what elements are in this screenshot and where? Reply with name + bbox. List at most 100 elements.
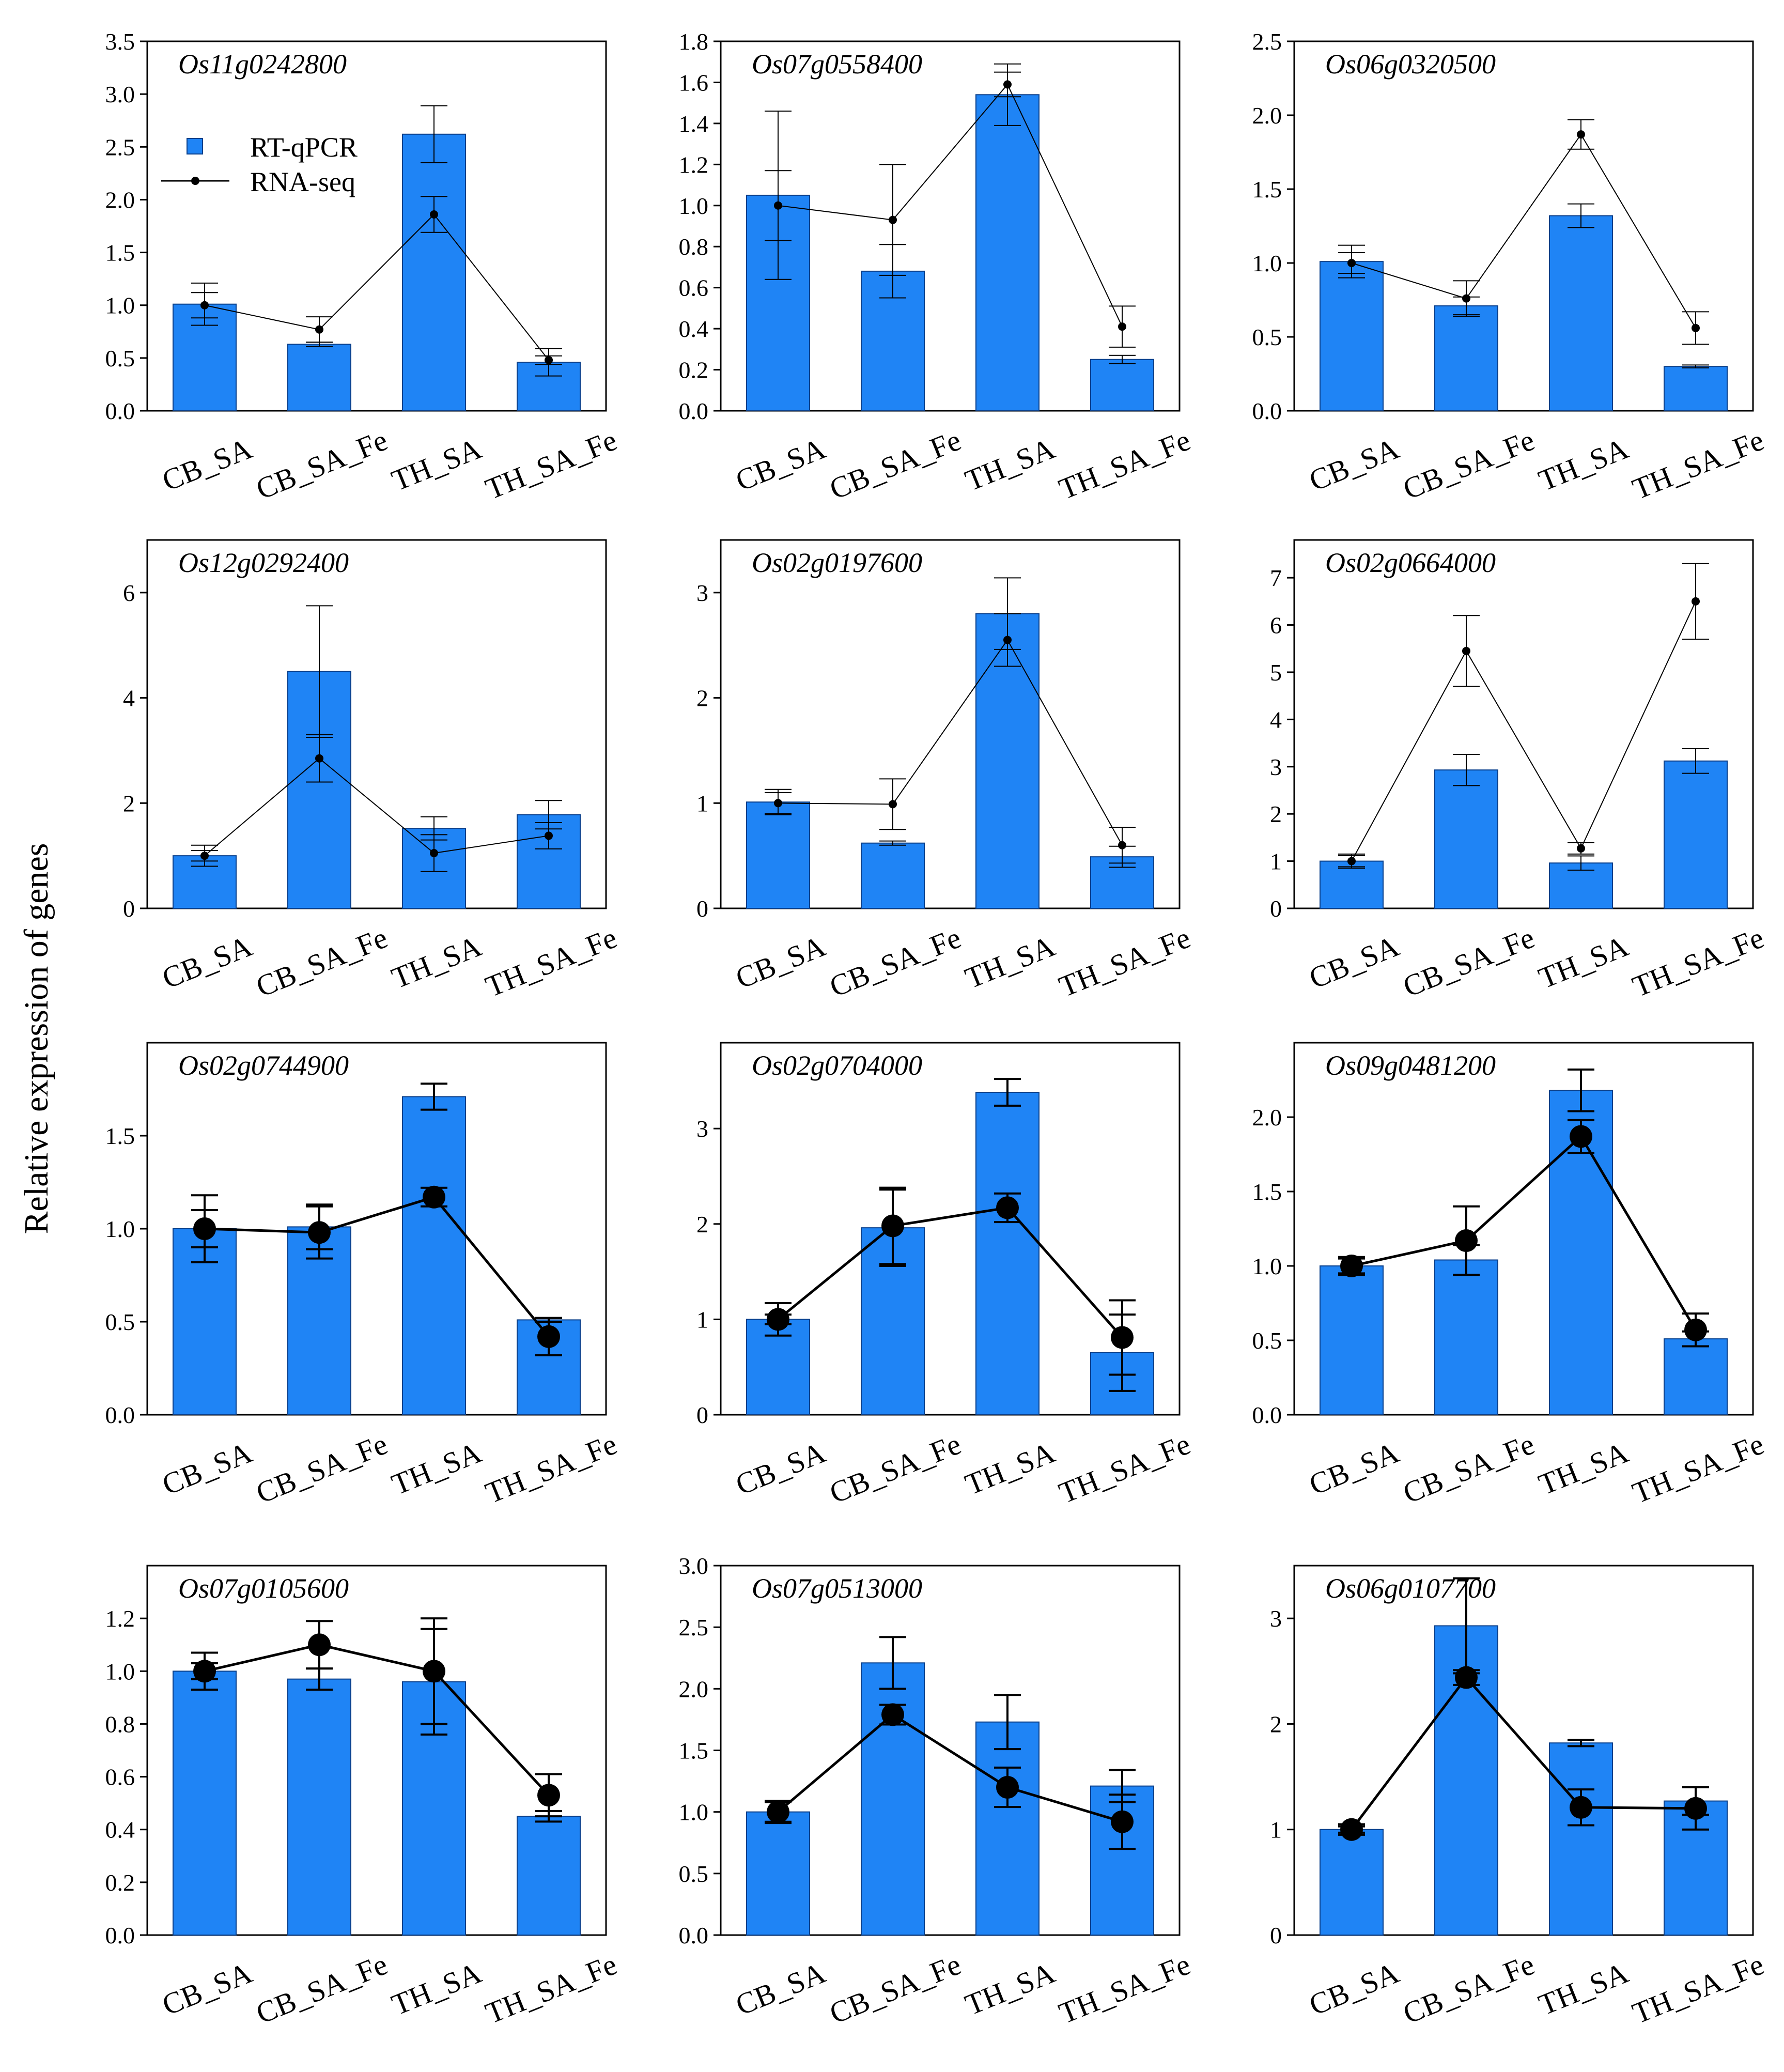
y-tick-label: 0.0 [1252, 398, 1282, 424]
y-tick-label: 6 [1270, 612, 1282, 639]
y-tick-label: 1.5 [105, 240, 135, 266]
panel-title: Os02g0704000 [752, 1050, 922, 1081]
bar-TH_SA [975, 94, 1040, 411]
rna-seq-point-CB_SA [774, 201, 782, 210]
category-label: CB_SA [731, 1956, 830, 2022]
rna-seq-point-TH_SA_Fe [545, 831, 553, 840]
y-tick-label: 1.5 [1252, 1179, 1282, 1205]
panel-title: Os02g0744900 [178, 1050, 349, 1081]
y-tick-label: 1.0 [1252, 1253, 1282, 1279]
bar-TH_SA_Fe [1664, 1338, 1728, 1416]
category-label: TH_SA [960, 929, 1060, 995]
y-tick-label: 3.5 [105, 28, 135, 55]
rna-seq-point-CB_SA [1347, 857, 1356, 865]
rna-seq-point-TH_SA_Fe [545, 355, 553, 364]
rna-seq-point-TH_SA_Fe [1684, 1318, 1707, 1341]
bar-CB_SA [173, 303, 237, 412]
category-label: CB_SA [1305, 1435, 1404, 1502]
y-tick-label: 3.0 [679, 1553, 709, 1579]
rna-seq-point-CB_SA [193, 1660, 216, 1683]
category-label: CB_SA_Fe [1399, 921, 1539, 1003]
bar-CB_SA_Fe [861, 842, 925, 909]
rna-seq-point-TH_SA_Fe [1118, 322, 1126, 331]
panel-Os02g0744900: 0.00.51.01.5Os02g0744900CB_SACB_SA_FeTH_… [105, 1042, 622, 1510]
legend-label-rna-seq: RNA-seq [250, 166, 355, 197]
category-label: CB_SA [158, 929, 257, 995]
legend: RT-qPCR RNA-seq [161, 132, 358, 197]
y-tick-label: 0.0 [105, 398, 135, 424]
category-label: CB_SA [731, 431, 830, 498]
category-label: CB_SA [731, 1435, 830, 1502]
rna-seq-point-TH_SA_Fe [1692, 597, 1700, 606]
category-label: CB_SA [158, 431, 257, 498]
rna-seq-point-CB_SA [1340, 1255, 1363, 1277]
y-tick-label: 0.0 [679, 398, 709, 424]
bar-TH_SA [975, 1721, 1040, 1936]
y-tick-label: 1.5 [105, 1123, 135, 1149]
y-tick-label: 1 [1270, 1817, 1282, 1843]
category-label: TH_SA_Fe [1054, 423, 1195, 506]
panel-title: Os07g0558400 [752, 49, 922, 80]
y-tick-label: 1.5 [679, 1738, 709, 1764]
category-label: TH_SA [960, 1956, 1060, 2022]
category-label: TH_SA_Fe [481, 423, 622, 506]
plot-frame [1293, 539, 1754, 909]
y-tick-label: 3.0 [105, 81, 135, 107]
y-tick-label: 2.0 [679, 1676, 709, 1702]
rna-seq-point-TH_SA [996, 1776, 1019, 1799]
bar-CB_SA_Fe [1434, 1259, 1498, 1415]
y-tick-label: 3 [1270, 754, 1282, 780]
plot-frame [720, 1042, 1181, 1416]
rna-seq-point-CB_SA_Fe [315, 754, 323, 763]
y-tick-label: 0.2 [679, 357, 709, 383]
bar-CB_SA [1320, 1265, 1384, 1415]
rna-seq-point-CB_SA_Fe [889, 800, 897, 809]
rna-seq-point-CB_SA_Fe [1462, 646, 1470, 655]
bar-CB_SA [173, 1671, 237, 1936]
rna-seq-point-TH_SA [1003, 80, 1012, 89]
y-tick-label: 1.6 [679, 69, 709, 96]
rna-seq-point-CB_SA_Fe [1455, 1229, 1478, 1253]
plot-frame [1293, 1565, 1754, 1936]
y-tick-label: 0.0 [679, 1922, 709, 1949]
y-tick-label: 0 [123, 895, 135, 922]
plot-frame [1293, 1042, 1754, 1416]
category-label: CB_SA [1305, 929, 1404, 995]
bar-TH_SA_Fe [517, 1816, 581, 1936]
rna-seq-point-TH_SA_Fe [1111, 1810, 1134, 1833]
y-tick-label: 0 [696, 895, 708, 922]
y-tick-label: 2 [696, 1211, 708, 1238]
y-tick-label: 1 [1270, 848, 1282, 875]
rna-seq-point-CB_SA [767, 1800, 789, 1823]
category-label: CB_SA [731, 929, 830, 995]
rna-seq-point-CB_SA [193, 1217, 216, 1240]
rna-seq-line [1351, 133, 1696, 329]
panel-title: Os02g0197600 [752, 547, 922, 578]
y-tick-label: 3 [1270, 1605, 1282, 1632]
rna-seq-point-CB_SA [200, 852, 209, 860]
y-tick-label: 0 [1270, 1922, 1282, 1949]
y-tick-label: 1.0 [1252, 250, 1282, 276]
rna-seq-point-TH_SA_Fe [537, 1325, 560, 1348]
rna-seq-line [204, 1195, 550, 1338]
category-label: TH_SA [1534, 1956, 1633, 2022]
bar-TH_SA [1549, 215, 1613, 411]
y-tick-label: 0.4 [105, 1817, 135, 1843]
category-label: TH_SA_Fe [1054, 1427, 1195, 1510]
rna-seq-point-CB_SA_Fe [881, 1214, 904, 1238]
category-label: TH_SA_Fe [1628, 1947, 1769, 2030]
category-label: TH_SA [387, 1435, 486, 1502]
bar-TH_SA_Fe [1664, 760, 1728, 909]
panel-Os12g0292400: 0 2 4 6 Os12g0292400 CB_SACB_SA_FeTH_SATH_SA_… [123, 539, 622, 1003]
y-tick-label: 2.5 [679, 1614, 709, 1641]
y-tick-label: 0.0 [105, 1402, 135, 1428]
y-tick-label: 0.0 [1252, 1402, 1282, 1428]
bar-CB_SA [1320, 261, 1384, 411]
rna-seq-point-TH_SA [1577, 844, 1585, 853]
legend-swatch-rt-qpcr [187, 138, 203, 154]
y-tick-label: 1.5 [1252, 176, 1282, 203]
category-label: TH_SA_Fe [1054, 921, 1195, 1003]
category-label: CB_SA_Fe [1399, 423, 1539, 506]
panel-title: Os06g0320500 [1325, 49, 1496, 80]
panel-Os09g0481200: 0.0 0.5 1.0 1.5 2.0 Os09g0481200 CB_SACB_SA_Fe… [1252, 1042, 1769, 1510]
